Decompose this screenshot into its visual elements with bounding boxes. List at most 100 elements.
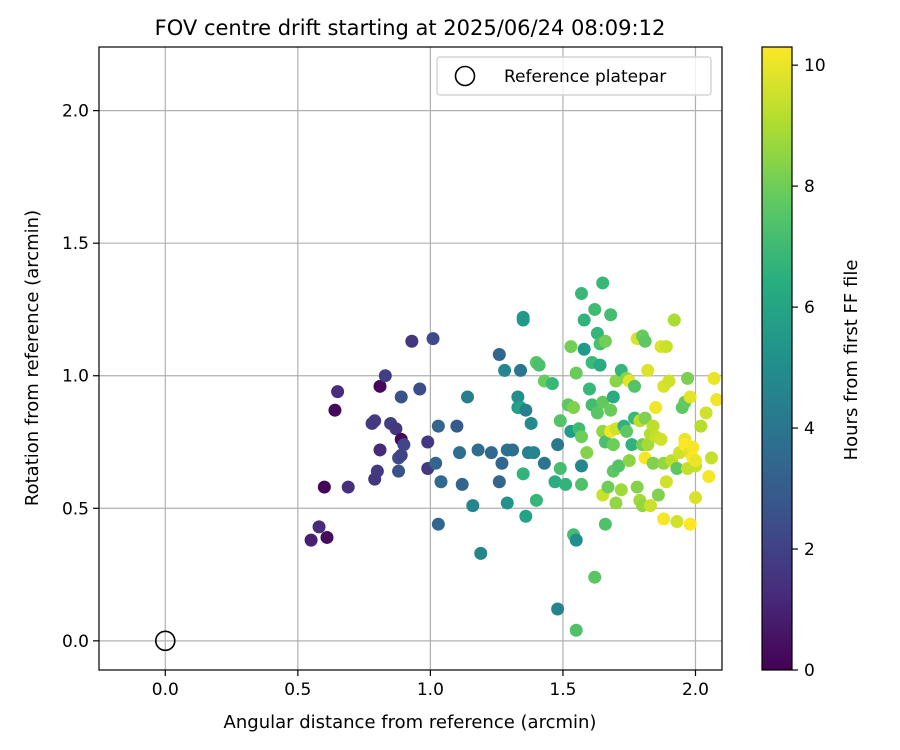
data-point xyxy=(389,422,403,436)
data-point xyxy=(588,570,602,584)
data-point xyxy=(545,377,559,391)
data-point xyxy=(429,456,443,470)
data-point xyxy=(704,451,718,465)
data-point xyxy=(596,395,610,409)
data-point xyxy=(495,456,509,470)
data-point xyxy=(683,390,697,404)
data-point xyxy=(604,308,618,322)
data-point xyxy=(511,390,525,404)
colorbar-tick-label: 10 xyxy=(804,56,826,76)
plot-frame xyxy=(98,46,723,671)
data-point xyxy=(564,340,578,354)
data-point xyxy=(519,403,533,417)
data-point xyxy=(466,499,480,513)
data-point xyxy=(686,440,700,454)
legend-marker xyxy=(454,65,476,87)
y-tick-label: 1.0 xyxy=(62,367,89,387)
data-point xyxy=(453,446,467,460)
data-point xyxy=(574,430,588,444)
data-point xyxy=(577,342,591,356)
legend-label: Reference platepar xyxy=(504,67,666,87)
data-point xyxy=(514,363,528,377)
data-point xyxy=(630,480,644,494)
data-point xyxy=(657,512,671,526)
data-point xyxy=(620,424,634,438)
data-point xyxy=(460,390,474,404)
data-point xyxy=(574,287,588,301)
data-point xyxy=(702,469,716,483)
data-point xyxy=(471,443,485,457)
data-point xyxy=(484,446,498,460)
data-point xyxy=(341,480,355,494)
data-point xyxy=(670,515,684,529)
data-point xyxy=(598,517,612,531)
data-point xyxy=(638,334,652,348)
data-point xyxy=(625,438,639,452)
data-point xyxy=(492,475,506,489)
data-point xyxy=(694,419,708,433)
data-point xyxy=(588,302,602,316)
data-points xyxy=(304,276,722,637)
x-tick-label: 1.0 xyxy=(417,680,444,700)
data-point xyxy=(638,411,652,425)
data-point xyxy=(455,477,469,491)
x-axis-ticks: 0.0 0.5 1.0 1.5 2.0 xyxy=(152,670,709,700)
data-point xyxy=(426,332,440,346)
data-point xyxy=(431,517,445,531)
colorbar: 0 2 4 6 8 10 Hours from first FF file xyxy=(761,46,862,681)
x-tick-label: 0.0 xyxy=(152,680,179,700)
data-point xyxy=(569,623,583,637)
data-point xyxy=(612,459,626,473)
data-point xyxy=(659,340,673,354)
data-point xyxy=(574,477,588,491)
data-point xyxy=(405,334,419,348)
colorbar-ticks: 0 2 4 6 8 10 xyxy=(792,56,826,681)
data-point xyxy=(498,363,512,377)
colorbar-tick-label: 2 xyxy=(804,540,815,560)
data-point xyxy=(643,499,657,513)
data-point xyxy=(378,369,392,383)
data-point xyxy=(710,393,722,407)
data-point xyxy=(516,467,530,481)
data-point xyxy=(516,313,530,327)
data-point xyxy=(569,533,583,547)
data-point xyxy=(622,454,636,468)
data-point xyxy=(667,313,681,327)
data-point xyxy=(551,438,565,452)
data-point xyxy=(590,406,604,420)
y-tick-label: 0.5 xyxy=(62,499,89,519)
data-point xyxy=(413,382,427,396)
data-point xyxy=(492,348,506,362)
data-point xyxy=(659,475,673,489)
data-point xyxy=(370,464,384,478)
data-point xyxy=(598,334,612,348)
data-point xyxy=(606,390,620,404)
data-point xyxy=(317,480,331,494)
data-point xyxy=(654,432,668,446)
data-point xyxy=(450,419,464,433)
data-point xyxy=(609,496,623,510)
data-point xyxy=(548,475,562,489)
data-point xyxy=(551,602,565,616)
data-point xyxy=(707,371,721,385)
colorbar-tick-label: 8 xyxy=(804,177,815,197)
data-point xyxy=(529,493,543,507)
data-point xyxy=(434,475,448,489)
colorbar-gradient xyxy=(761,46,793,671)
data-point xyxy=(574,459,588,473)
data-point xyxy=(606,438,620,452)
data-point xyxy=(394,390,408,404)
data-point xyxy=(532,358,546,372)
data-point xyxy=(553,462,567,476)
data-point xyxy=(567,401,581,415)
data-point xyxy=(421,435,435,449)
data-point xyxy=(646,419,660,433)
data-point xyxy=(646,456,660,470)
legend-box xyxy=(436,56,712,96)
data-point xyxy=(582,382,596,396)
data-point xyxy=(593,358,607,372)
colorbar-tick-label: 6 xyxy=(804,298,815,318)
data-point xyxy=(569,366,583,380)
chart-title: FOV centre drift starting at 2025/06/24 … xyxy=(155,16,666,40)
